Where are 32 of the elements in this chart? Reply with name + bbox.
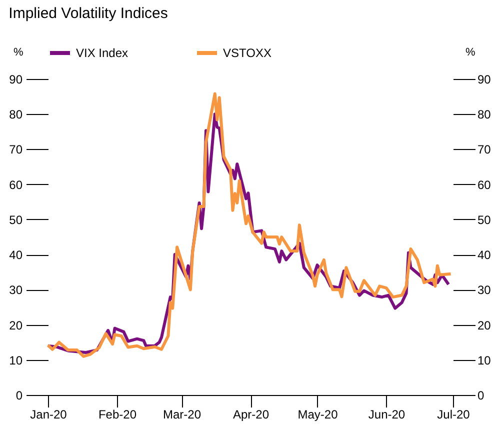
y-tick-label: 50 bbox=[9, 212, 23, 227]
y-tick-label: 30 bbox=[9, 283, 23, 298]
y-tick-label: 10 bbox=[9, 353, 23, 368]
x-tick-label: Feb-20 bbox=[98, 408, 137, 422]
y-tick-label: 40 bbox=[9, 248, 23, 262]
y2-tick-label: 50 bbox=[478, 212, 492, 227]
y-tick-label: 0 bbox=[16, 388, 23, 402]
y-axis-title: % bbox=[14, 46, 24, 58]
y2-tick-label: 60 bbox=[478, 178, 492, 192]
y-tick-label: 20 bbox=[9, 318, 23, 332]
x-tick-label: Jul-20 bbox=[437, 408, 470, 422]
y2-tick-label: 40 bbox=[478, 248, 492, 262]
x-tick-label: Mar-20 bbox=[163, 408, 202, 422]
y2-tick-label: 10 bbox=[478, 353, 492, 368]
y-tick-label: 60 bbox=[9, 178, 23, 192]
legend-label: VSTOXX bbox=[223, 46, 272, 60]
x-tick-label: Jun-20 bbox=[368, 408, 406, 422]
y2-tick-label: 70 bbox=[478, 142, 492, 157]
y-tick-label: 90 bbox=[9, 72, 23, 86]
y2-tick-label: 30 bbox=[478, 283, 492, 298]
y2-tick-label: 0 bbox=[478, 388, 484, 402]
y2-tick-label: 80 bbox=[478, 108, 492, 122]
x-tick-label: Apr-20 bbox=[232, 408, 270, 422]
y2-tick-label: 90 bbox=[478, 72, 492, 86]
chart-title: Implied Volatility Indices bbox=[8, 5, 168, 22]
y-tick-label: 70 bbox=[9, 142, 23, 157]
y-tick-label: 80 bbox=[9, 108, 23, 122]
y2-axis-title: % bbox=[466, 46, 476, 58]
x-tick-label: Jan-20 bbox=[30, 408, 68, 422]
x-tick-label: May-20 bbox=[298, 408, 338, 422]
y2-tick-label: 20 bbox=[478, 318, 492, 332]
legend-label: VIX Index bbox=[76, 46, 128, 60]
